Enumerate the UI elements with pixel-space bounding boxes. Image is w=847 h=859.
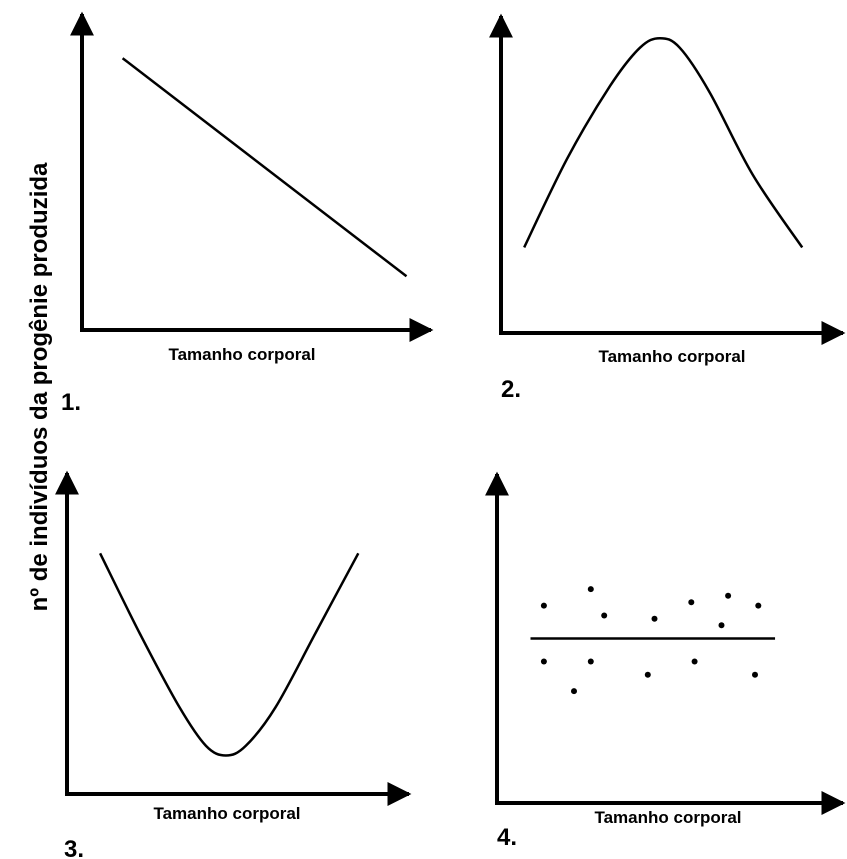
chart-panel-1: Tamanho corporal 1. <box>61 11 434 416</box>
panel-number-2: 2. <box>501 376 521 403</box>
data-point <box>540 658 547 665</box>
panel-number-4: 4. <box>497 824 517 851</box>
chart-panel-3: Tamanho corporal 3. <box>55 470 412 859</box>
plot-marks-panel-1 <box>121 57 408 278</box>
data-point <box>691 658 698 665</box>
x-axis-label-panel-3: Tamanho corporal <box>153 804 300 823</box>
x-axis-label-panel-4: Tamanho corporal <box>594 808 741 827</box>
data-point <box>644 671 651 678</box>
data-point <box>540 602 547 609</box>
data-point <box>752 671 758 678</box>
plot-marks-panel-4 <box>530 586 776 695</box>
panel-number-1: 1. <box>61 389 81 416</box>
data-point <box>587 658 594 665</box>
series-line-panel-2 <box>523 36 804 249</box>
plot-marks-panel-2 <box>523 36 804 249</box>
chart-panel-2: Tamanho corporal 2. <box>489 13 846 403</box>
data-point <box>601 612 608 619</box>
data-point <box>718 622 725 629</box>
data-point <box>571 688 577 695</box>
series-line-panel-3 <box>98 552 360 757</box>
series-line-panel-1 <box>121 57 408 278</box>
x-axis-label-panel-1: Tamanho corporal <box>168 345 315 364</box>
chart-panel-4: Tamanho corporal 4. <box>485 471 846 851</box>
y-axis-label: nº de indivíduos da progênie produzida <box>26 162 53 611</box>
data-point <box>688 599 695 606</box>
data-point <box>725 592 732 599</box>
plot-marks-panel-3 <box>98 552 360 757</box>
data-point <box>587 586 594 593</box>
x-axis-label-panel-2: Tamanho corporal <box>598 347 745 366</box>
panel-number-3: 3. <box>64 836 84 859</box>
data-point <box>755 602 762 609</box>
data-point <box>651 615 658 622</box>
